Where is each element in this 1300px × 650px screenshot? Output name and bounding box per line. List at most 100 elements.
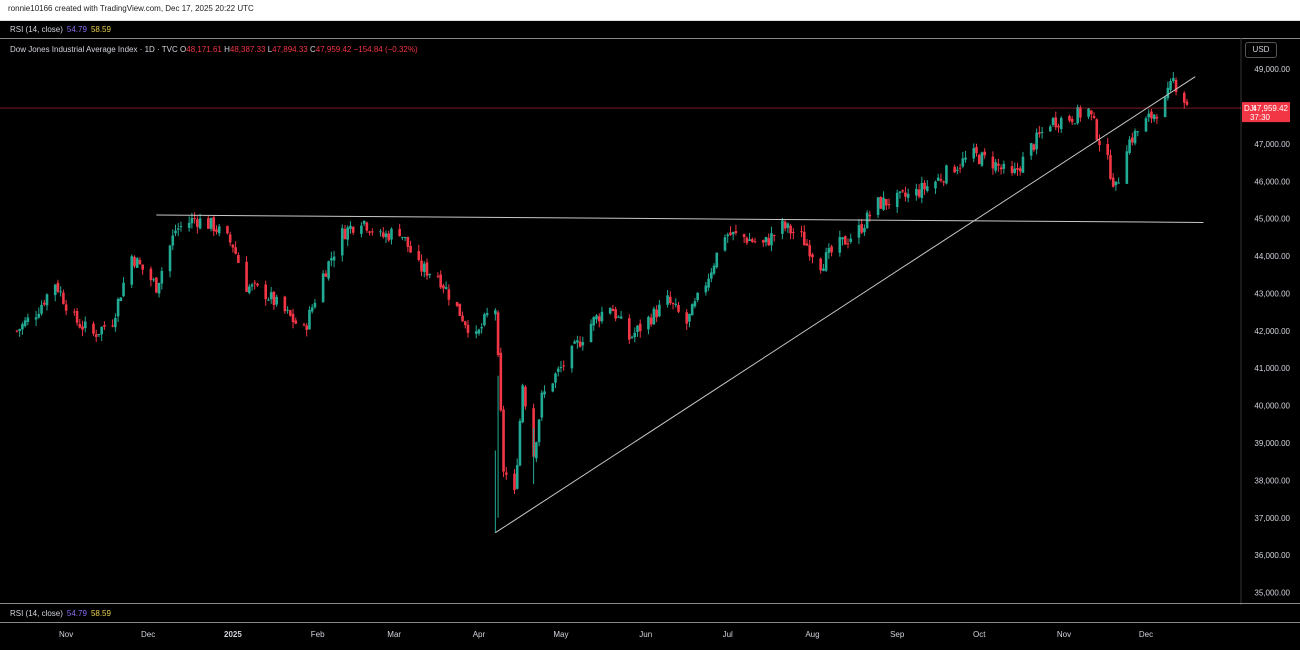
candle-body	[174, 230, 177, 234]
y-tick-label: 39,000.00	[1254, 439, 1290, 448]
candle-body	[630, 336, 634, 338]
candle-body	[696, 292, 699, 301]
candle-body	[537, 419, 541, 443]
candle-body	[554, 373, 557, 383]
candle-body	[64, 304, 68, 311]
low-label: L	[267, 45, 273, 54]
candle-body	[417, 251, 421, 261]
candle-body	[830, 246, 833, 253]
candle-body	[275, 296, 278, 305]
candle-body	[81, 326, 84, 330]
candle-body	[425, 262, 429, 276]
candle-body	[390, 228, 393, 240]
candle-body	[237, 255, 240, 263]
candle-body	[1051, 117, 1055, 125]
close-value: 47,959.42	[315, 45, 352, 54]
y-tick-label: 42,000.00	[1254, 327, 1290, 336]
candle-body	[879, 196, 883, 209]
candle-body	[863, 228, 866, 233]
candle-body	[977, 154, 981, 164]
candle-body	[494, 310, 497, 315]
candle-body	[447, 289, 451, 300]
rsi-legend-bottom[interactable]: RSI (14, close) 54.79 58.59	[0, 605, 1300, 623]
candle-body	[130, 256, 134, 285]
rsi-label-bottom: RSI (14, close) 54.79 58.59	[10, 609, 111, 618]
candle-body	[515, 465, 519, 489]
change-value: −154.84 (−0.32%)	[353, 45, 418, 54]
candle-body	[187, 222, 191, 228]
candle-body	[751, 239, 754, 242]
candle-body	[59, 291, 62, 293]
candle-body	[272, 291, 276, 306]
trendline-rising-support[interactable]	[495, 76, 1196, 534]
candle-body	[485, 313, 489, 316]
x-tick-label: 2025	[224, 630, 242, 639]
candle-body	[1174, 79, 1178, 92]
candle-body	[1111, 177, 1115, 187]
candle-body	[761, 240, 765, 243]
rsi-value-2-bottom: 58.59	[90, 609, 111, 618]
candle-body	[1087, 108, 1090, 117]
candle-body	[231, 244, 235, 248]
candle-body	[466, 324, 470, 333]
currency-button[interactable]: USD	[1245, 42, 1277, 58]
credit-text: ronnie10166 created with TradingView.com…	[8, 4, 254, 13]
close-label: C	[309, 45, 316, 54]
candle-body	[513, 473, 516, 491]
candle-body	[1070, 118, 1074, 123]
candle-body	[1095, 119, 1099, 140]
candle-body	[726, 234, 730, 237]
candle-body	[368, 231, 371, 233]
candle-body	[1117, 182, 1120, 184]
candle-body	[808, 245, 812, 257]
rsi-value-1: 54.79	[66, 25, 87, 34]
pane-separator-bottom[interactable]	[0, 603, 1300, 604]
candle-body	[340, 228, 344, 256]
x-tick-label: Mar	[387, 630, 401, 639]
candle-body	[936, 177, 940, 181]
candle-body	[324, 273, 328, 277]
candle-body	[521, 385, 524, 423]
candle-body	[895, 192, 899, 207]
candle-body	[576, 340, 579, 343]
candle-body	[234, 247, 237, 254]
low-value: 47,894.33	[272, 45, 308, 54]
candle-body	[1021, 156, 1025, 173]
candle-body	[1133, 130, 1137, 144]
candle-body	[819, 258, 822, 271]
candle-body	[942, 181, 945, 183]
candle-body	[100, 326, 103, 335]
candle-body	[543, 391, 546, 395]
candle-body	[133, 256, 136, 267]
candle-body	[745, 237, 749, 243]
rsi-legend-top[interactable]: RSI (14, close) 54.79 58.59	[0, 21, 1300, 39]
candle-body	[600, 311, 604, 322]
candle-body	[945, 165, 948, 184]
trendline-horizontal-resistance[interactable]	[156, 214, 1204, 223]
candle-body	[1155, 116, 1159, 119]
candle-body	[1079, 107, 1082, 118]
candle-body	[518, 421, 522, 466]
candle-body	[444, 287, 448, 289]
candle-body	[669, 296, 672, 304]
candle-body	[1182, 92, 1186, 103]
candle-body	[841, 237, 844, 240]
candle-body	[343, 229, 347, 240]
candle-body	[53, 284, 57, 296]
candle-body	[934, 181, 937, 189]
candle-body	[212, 217, 216, 232]
candle-body	[677, 305, 680, 312]
x-tick-label: Aug	[805, 630, 819, 639]
candle-body	[1172, 77, 1175, 82]
candle-body	[477, 329, 481, 334]
candle-body	[1002, 163, 1006, 169]
candle-body	[26, 317, 30, 322]
rsi-value-2: 58.59	[90, 25, 111, 34]
candle-body	[23, 320, 27, 327]
candle-body	[975, 146, 978, 154]
candle-body	[753, 241, 757, 243]
candle-body	[330, 258, 333, 261]
pane-separator-top[interactable]	[0, 38, 1300, 39]
candle-body	[1092, 115, 1096, 118]
